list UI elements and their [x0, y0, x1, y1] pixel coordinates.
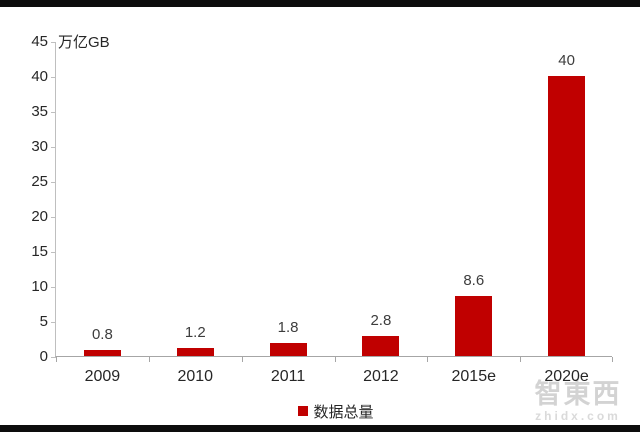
bar-2020e — [548, 76, 586, 356]
y-axis-tick-label: 40 — [31, 68, 48, 85]
bar-2012 — [362, 336, 400, 356]
x-axis-tick-label: 2011 — [270, 368, 306, 385]
bar-value-label: 8.6 — [463, 271, 485, 289]
y-axis-tick-label: 45 — [31, 33, 48, 50]
y-axis-tick-mark — [51, 112, 56, 113]
y-axis-tick-mark — [51, 322, 56, 323]
x-axis-tick-label: 2012 — [363, 368, 399, 385]
y-axis-tick-label: 15 — [31, 243, 48, 260]
x-axis-tick-label: 2010 — [177, 368, 214, 385]
y-axis-tick-label: 35 — [31, 103, 48, 120]
bar-value-label: 40 — [558, 52, 575, 69]
bar-value-label: 0.8 — [91, 326, 113, 344]
y-axis-tick-mark — [51, 217, 56, 218]
x-axis-tick-mark — [334, 357, 336, 362]
bar-2009 — [83, 350, 121, 356]
y-axis-tick-mark — [51, 357, 56, 358]
x-axis-tick-mark — [148, 357, 150, 362]
watermark: 智東西 zhidx.com — [523, 379, 633, 424]
bar-2011 — [269, 343, 307, 356]
y-axis-tick-label: 30 — [31, 138, 48, 155]
x-axis-tick-mark — [56, 357, 57, 362]
x-axis-tick-label: 2015e — [451, 368, 497, 385]
bar-2010 — [176, 347, 214, 356]
y-axis-tick-mark — [51, 182, 56, 183]
y-axis-tick-mark — [51, 252, 56, 253]
bar-value-label: 1.2 — [184, 323, 206, 341]
y-axis-tick-label: 0 — [39, 348, 48, 365]
bottom-border-line — [0, 425, 640, 432]
y-axis-tick-label: 20 — [31, 208, 48, 225]
y-axis-tick-mark — [51, 147, 56, 148]
y-axis-tick-label: 25 — [31, 173, 48, 190]
y-axis-unit-label: 万亿GB — [58, 34, 110, 51]
y-axis-tick-mark — [51, 77, 56, 78]
x-axis-tick-label: 2020e — [544, 368, 589, 385]
legend-swatch — [298, 406, 309, 416]
x-axis-tick-label: 2009 — [84, 368, 121, 385]
legend: 数据总量 — [16, 401, 640, 421]
plot-area: 0 5 10 15 20 25 30 35 40 45 0.8 2009 1.2 2010 1.8 2011 2… — [31, 33, 613, 385]
bar-value-label: 1.8 — [277, 319, 299, 337]
y-axis-tick-label: 5 — [39, 313, 48, 330]
bar-value-label: 2.8 — [370, 312, 392, 330]
watermark-logo-text: 智東西 — [534, 379, 622, 409]
y-axis-tick-mark — [51, 287, 56, 288]
x-axis-tick-mark — [427, 357, 429, 362]
x-axis-tick-mark — [520, 357, 522, 362]
x-axis-tick-mark — [612, 357, 613, 362]
y-axis-tick-label: 10 — [31, 278, 48, 295]
x-axis-tick-mark — [241, 357, 243, 362]
watermark-url-text: zhidx.com — [535, 409, 621, 424]
top-border-line — [0, 0, 640, 7]
y-axis-tick-mark — [51, 42, 56, 43]
bar-2015e — [455, 295, 493, 356]
legend-label: 数据总量 — [313, 403, 374, 421]
